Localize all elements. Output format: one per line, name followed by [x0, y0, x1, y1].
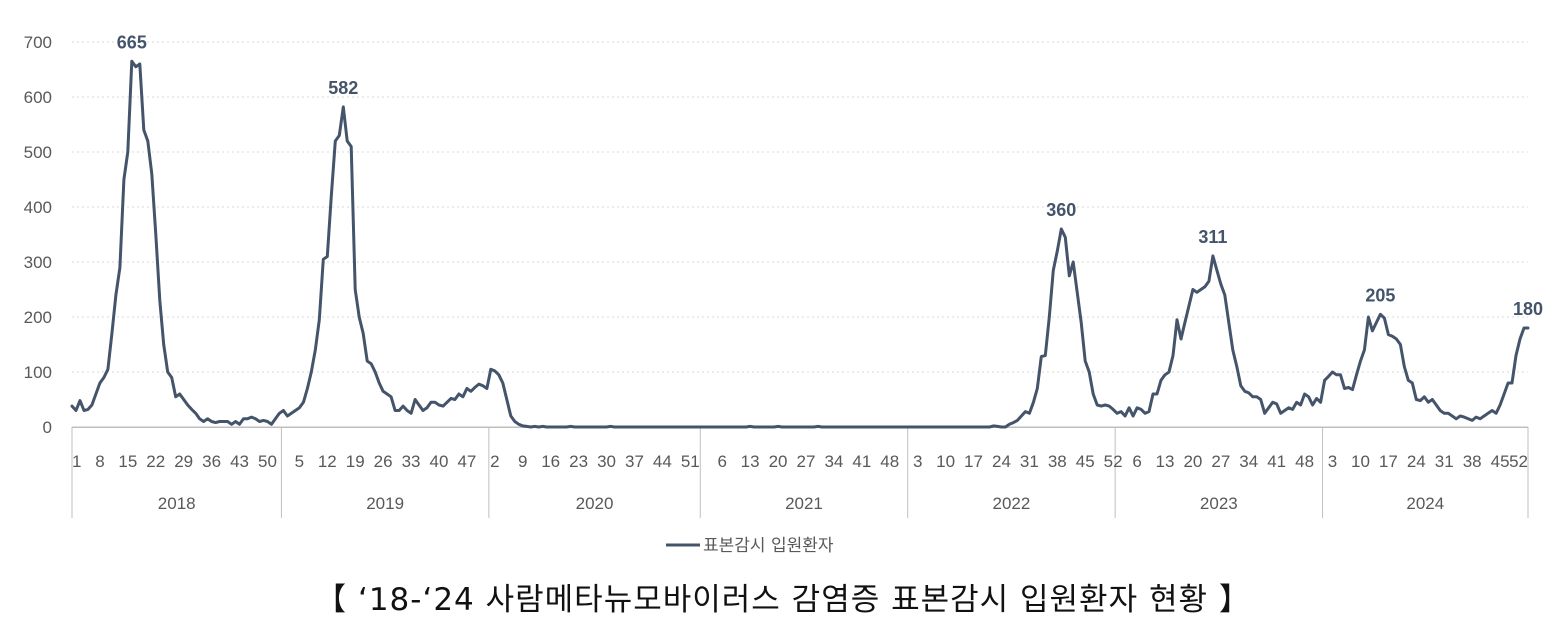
x-tick-label: 30 [597, 452, 616, 471]
x-tick-label: 23 [569, 452, 588, 471]
x-tick-label: 13 [1156, 452, 1175, 471]
x-tick-label: 33 [402, 452, 421, 471]
x-tick-label: 22 [146, 452, 165, 471]
x-tick-label: 10 [936, 452, 955, 471]
x-tick-label: 37 [625, 452, 644, 471]
x-tick-label: 45 [1076, 452, 1095, 471]
year-label: 2024 [1406, 494, 1444, 513]
x-tick-label: 43 [230, 452, 249, 471]
x-tick-label: 38 [1048, 452, 1067, 471]
x-tick-label: 50 [258, 452, 277, 471]
x-tick-label: 44 [653, 452, 672, 471]
y-tick-label: 400 [24, 198, 52, 217]
x-tick-label: 34 [824, 452, 843, 471]
gridlines [72, 41, 1528, 373]
x-tick-label: 17 [1379, 452, 1398, 471]
chart-caption: 【 ‘18-‘24 사람메타뉴모바이러스 감염증 표본감시 입원환자 현황 】 [315, 582, 1251, 618]
year-label: 2019 [366, 494, 404, 513]
x-tick-label: 40 [430, 452, 449, 471]
x-tick-label: 6 [1132, 452, 1141, 471]
x-tick-label: 6 [717, 452, 726, 471]
peak-label: 180 [1513, 299, 1543, 319]
y-tick-label: 600 [24, 88, 52, 107]
x-tick-label: 13 [741, 452, 760, 471]
x-tick-label: 12 [318, 452, 337, 471]
y-tick-label: 500 [24, 143, 52, 162]
x-tick-label: 20 [1183, 452, 1202, 471]
series-layer [70, 59, 1530, 429]
x-tick-label: 16 [541, 452, 560, 471]
year-label: 2021 [785, 494, 823, 513]
peak-label: 665 [117, 32, 147, 52]
x-tick-label: 8 [95, 452, 104, 471]
peak-label: 205 [1365, 285, 1395, 305]
x-tick-label: 31 [1020, 452, 1039, 471]
x-tick-label: 1 [72, 452, 81, 471]
year-label: 2022 [993, 494, 1031, 513]
y-tick-label: 100 [24, 363, 52, 382]
x-tick-label: 41 [852, 452, 871, 471]
x-tick-label: 15 [118, 452, 137, 471]
y-tick-label: 200 [24, 308, 52, 327]
x-tick-label: 38 [1463, 452, 1482, 471]
year-label: 2023 [1200, 494, 1238, 513]
peak-label: 360 [1046, 200, 1076, 220]
x-tick-label: 3 [1328, 452, 1337, 471]
y-tick-label: 0 [43, 418, 52, 437]
y-tick-label: 300 [24, 253, 52, 272]
x-tick-label: 52 [1509, 452, 1528, 471]
x-tick-label: 29 [174, 452, 193, 471]
x-tick-label: 17 [964, 452, 983, 471]
peak-labels: 665 582 360 311 205 180 [117, 32, 1543, 319]
x-tick-label: 9 [518, 452, 527, 471]
x-tick-label: 48 [880, 452, 899, 471]
x-tick-label: 5 [295, 452, 304, 471]
x-tick-label: 45 [1491, 452, 1510, 471]
x-tick-label: 27 [797, 452, 816, 471]
x-tick-label: 47 [457, 452, 476, 471]
x-tick-label: 26 [374, 452, 393, 471]
x-tick-label: 24 [992, 452, 1011, 471]
x-tick-label: 19 [346, 452, 365, 471]
legend-label: 표본감시 입원환자 [703, 536, 834, 556]
y-axis-ticks: 0 100 200 300 400 500 600 700 [24, 33, 52, 437]
x-tick-label: 20 [769, 452, 788, 471]
peak-label: 311 [1198, 227, 1227, 247]
year-label: 2020 [576, 494, 614, 513]
series-line [70, 59, 1530, 429]
x-tick-label: 27 [1211, 452, 1230, 471]
x-tick-label: 2 [490, 452, 499, 471]
x-tick-label: 10 [1351, 452, 1370, 471]
x-tick-label: 31 [1435, 452, 1454, 471]
x-tick-label: 24 [1407, 452, 1426, 471]
legend: 표본감시 입원환자 [666, 536, 834, 556]
year-label: 2018 [158, 494, 196, 513]
x-tick-label: 48 [1295, 452, 1314, 471]
x-tick-label: 51 [681, 452, 700, 471]
x-tick-label: 41 [1267, 452, 1286, 471]
y-tick-label: 700 [24, 33, 52, 52]
x-tick-label: 52 [1104, 452, 1123, 471]
x-tick-label: 34 [1239, 452, 1258, 471]
x-tick-label: 3 [913, 452, 922, 471]
x-tick-label: 36 [202, 452, 221, 471]
peak-label: 582 [328, 78, 358, 98]
